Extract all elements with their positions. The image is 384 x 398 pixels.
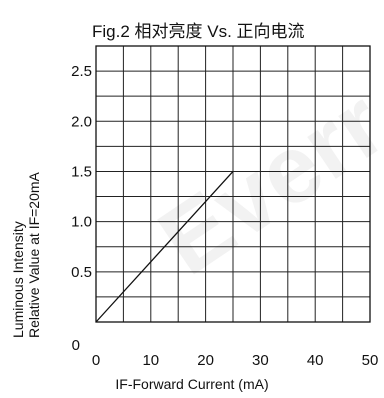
y-tick-label: 0.5	[71, 264, 92, 281]
y-tick-label: 1.5	[71, 163, 92, 180]
x-tick-label: 10	[142, 352, 159, 369]
x-tick-label: 50	[362, 352, 379, 369]
x-tick-label: 0	[92, 352, 100, 369]
y-axis-label-line-2: Relative Value at IF=20mA	[26, 172, 42, 338]
y-tick-label: 0	[72, 337, 80, 354]
x-tick-label: 40	[307, 352, 324, 369]
y-axis-label-line-1: Luminous Intensity	[10, 221, 26, 338]
series-line	[95, 171, 234, 323]
x-tick-label: 30	[252, 352, 269, 369]
x-axis-label: IF-Forward Current (mA)	[115, 376, 269, 392]
y-tick-label: 2.0	[71, 113, 92, 130]
y-axis-label: Luminous Intensity Relative Value at IF=…	[10, 172, 42, 338]
y-tick-label: 2.5	[71, 63, 92, 80]
y-tick-label: 1.0	[71, 214, 92, 231]
y-axis-label-wrap: Luminous Intensity Relative Value at IF=…	[10, 0, 50, 398]
chart-title: Fig.2 相对亮度 Vs. 正向电流	[92, 22, 305, 41]
x-tick-label: 20	[197, 352, 214, 369]
plot-frame	[95, 45, 371, 323]
